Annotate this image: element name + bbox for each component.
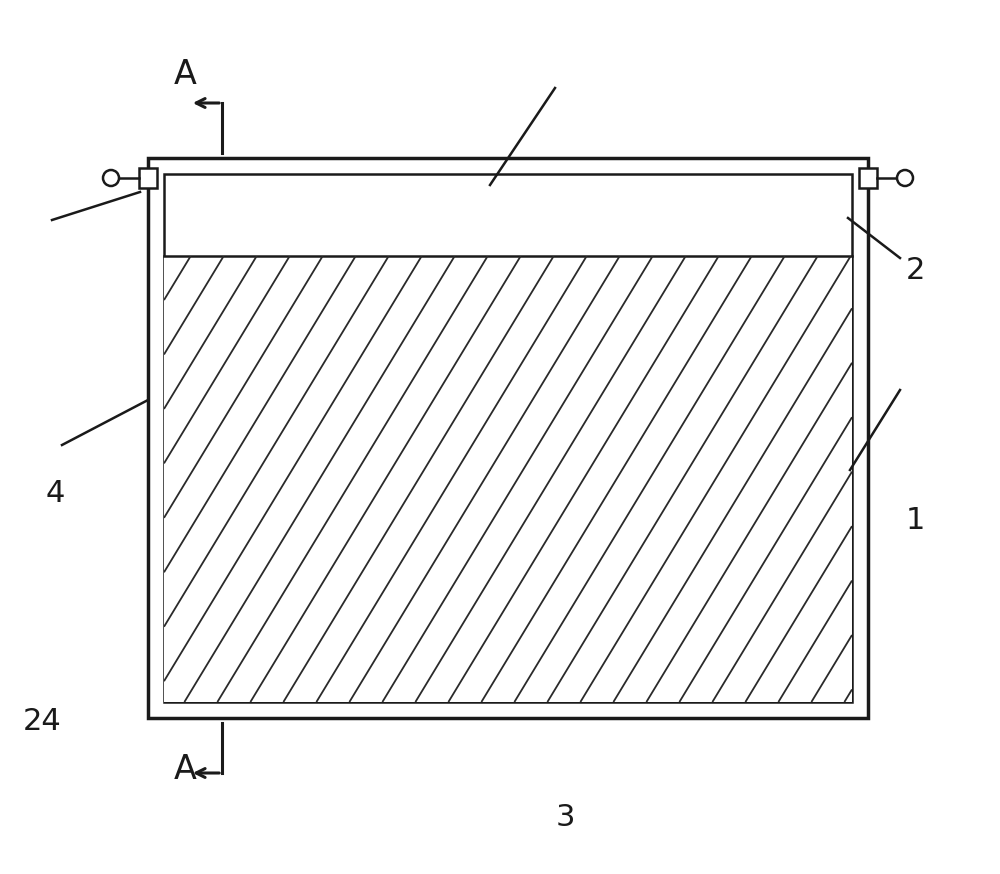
Bar xyxy=(859,168,877,188)
Text: 4: 4 xyxy=(45,479,65,509)
Bar xyxy=(148,158,868,718)
Text: 24: 24 xyxy=(23,706,61,736)
Bar xyxy=(139,168,157,188)
Text: 2: 2 xyxy=(905,256,925,286)
Circle shape xyxy=(897,170,913,186)
Text: A: A xyxy=(174,753,196,786)
Circle shape xyxy=(103,170,119,186)
Text: 1: 1 xyxy=(905,505,925,535)
Bar xyxy=(164,256,852,702)
Text: 3: 3 xyxy=(555,802,575,832)
Bar xyxy=(164,174,852,702)
Text: A: A xyxy=(174,58,196,91)
